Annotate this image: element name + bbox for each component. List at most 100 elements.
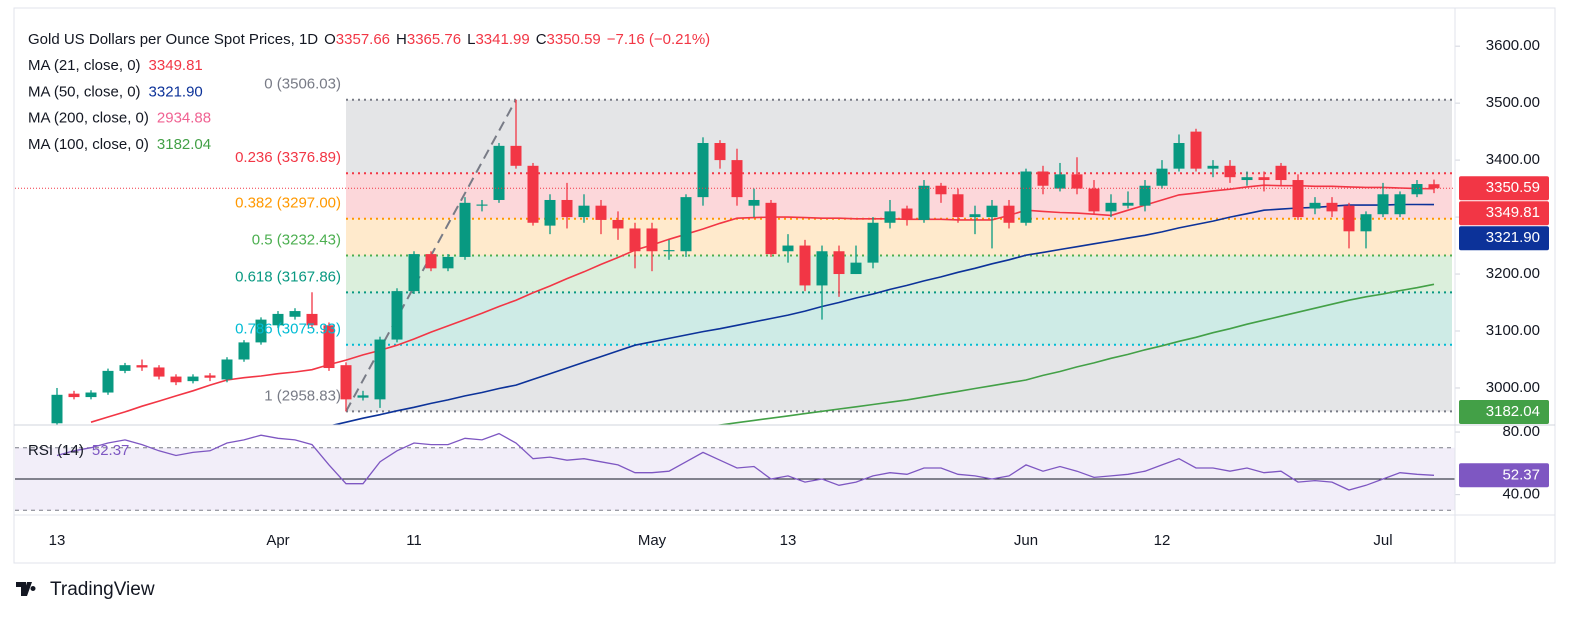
fib-label: 0 (3506.03) [264,76,341,93]
candle-body [986,205,998,218]
rsi-name: RSI (14) [28,442,84,459]
rsi-legend: RSI (14) 52.37 [28,442,129,459]
x-tick-label: 13 [49,532,66,549]
candle-body [1207,165,1219,169]
legend-value: 3182.04 [157,136,211,153]
candle-body [816,251,828,286]
ma-line [90,184,1435,423]
candle-body [102,370,114,393]
candle-body [340,365,352,400]
candle-body [850,262,862,275]
legend-item: MA (100, close, 0) 3182.04 [28,136,211,153]
candle-body [578,205,590,218]
ohlc-key: H [396,31,407,48]
logo-text: TradingView [50,579,155,600]
fib-band [346,218,1452,256]
candle-body [612,219,624,229]
x-tick-label: 12 [1154,532,1171,549]
legend-item: MA (21, close, 0) 3349.81 [28,57,203,74]
ohlc-value: 3357.66 [336,31,390,48]
legend-value: 2934.88 [157,110,211,127]
fib-band [346,255,1452,293]
candle-body [391,291,403,340]
candle-body [799,245,811,286]
candle-body [1088,188,1100,212]
candle-body [1190,131,1202,169]
candle-body [476,204,488,206]
candle-body [1394,194,1406,215]
candle-body [833,251,845,275]
candle-body [1173,143,1185,169]
candle-body [1122,202,1134,206]
candle-body [510,145,522,166]
candle-body [204,375,216,378]
candle-body [459,202,471,257]
candle-body [765,202,777,255]
legend-name: MA (21, close, 0) [28,57,141,74]
y-tick-label: 3400.00 [1486,151,1540,168]
candle-body [952,194,964,218]
fib-label: 0.618 (3167.86) [235,268,341,285]
ohlc-value: 3365.76 [407,31,461,48]
candle-body [935,185,947,195]
legend-item: MA (50, close, 0) 3321.90 [28,83,203,100]
price-tag [1459,400,1549,424]
ohlc-key: O [324,31,336,48]
candle-body [1343,205,1355,232]
legend-item: MA (200, close, 0) 2934.88 [28,110,211,127]
fib-label: 0.786 (3075.93) [235,321,341,338]
candle-body [782,245,794,252]
rsi-tick-label: 40.00 [1502,486,1540,503]
candle-body [85,392,97,398]
candle-body [374,339,386,400]
candle-body [1071,174,1083,189]
candle-body [289,311,301,317]
legend-value: 3349.81 [149,57,203,74]
candle-body [323,325,335,369]
fib-label: 0.236 (3376.89) [235,149,341,166]
y-tick-label: 3000.00 [1486,379,1540,396]
price-tag [1459,176,1549,201]
x-tick-label: Jul [1373,532,1392,549]
candle-body [1309,202,1321,209]
price-tag [1459,226,1549,251]
ma-line [714,283,1435,425]
candle-body [629,228,641,252]
candle-body [238,342,250,360]
candle-body [901,208,913,220]
candle-body [1241,177,1253,181]
candle-body [714,143,726,161]
candle-body [527,165,539,223]
candle-body [442,256,454,269]
legend-name: MA (200, close, 0) [28,110,149,127]
ma-line [330,203,1435,425]
ohlc-value: 3341.99 [475,31,529,48]
candle-body [1275,165,1287,181]
legend-value: 3321.90 [149,83,203,100]
fib-label: 0.382 (3297.00) [235,195,341,212]
legend-name: MA (100, close, 0) [28,136,149,153]
candle-body [561,199,573,218]
candle-body [867,222,879,263]
candle-body [170,376,182,383]
candle-body [731,160,743,198]
candle-body [1105,202,1117,212]
candle-body [1156,168,1168,186]
rsi-pane [15,432,1455,511]
candle-body [153,367,165,377]
candle-body [136,365,148,368]
legend-name: MA (50, close, 0) [28,83,141,100]
logo-icon [16,582,36,596]
frame [13,7,1556,564]
x-tick-label: 13 [780,532,797,549]
candle-body [119,365,131,371]
candle-body [272,313,284,326]
ohlc-key: L [467,31,475,48]
x-tick-label: May [638,532,667,549]
candle-body [1428,184,1440,189]
x-tick-label: Jun [1014,532,1038,549]
candle-body [697,143,709,198]
header: Gold US Dollars per Ounce Spot Prices, 1… [28,31,710,48]
candle-body [884,211,896,223]
